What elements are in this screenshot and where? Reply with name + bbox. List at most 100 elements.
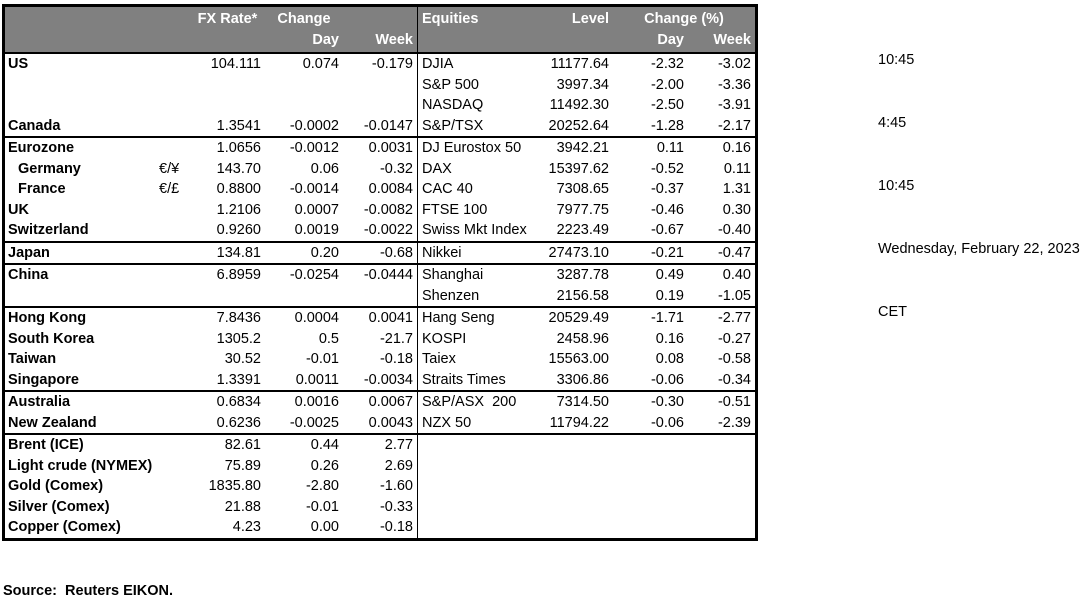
fx-row-blank — [5, 75, 417, 96]
fx-week-change-value: -0.179 — [371, 56, 413, 72]
equities-empty-area — [418, 433, 755, 538]
fx-row-label: Gold (Comex) — [8, 478, 104, 494]
fx-currency-pair — [157, 517, 190, 538]
fx-day-change-value — [265, 95, 343, 116]
equity-index-label: NASDAQ — [422, 97, 484, 113]
source-note: Source: Reuters EIKON. — [3, 583, 174, 599]
equity-week-change-value: -3.36 — [717, 76, 751, 93]
fx-currency-pair — [157, 116, 190, 137]
fx-currency-pair — [157, 413, 190, 434]
equity-index-label: NZX 50 — [422, 414, 472, 431]
date-line: Wednesday, February 22, 2023 — [878, 241, 1080, 257]
fx-currency-pair — [157, 75, 190, 96]
fx-week-change-value: -0.0034 — [363, 371, 413, 388]
fx-day-change-value: 0.074 — [302, 56, 339, 72]
fx-rate-value: 4.23 — [232, 519, 261, 535]
fx-week-change-value: -0.0444 — [363, 267, 413, 283]
equity-week-change-value: -3.91 — [717, 97, 751, 113]
fx-row-brent-ice: Brent (ICE) 82.61 0.44 2.77 — [5, 435, 417, 456]
equity-week-change-value: 0.16 — [722, 140, 751, 156]
equities-row-hang-seng: Hang Seng 20529.49 -1.71 -2.77 — [418, 308, 755, 329]
fx-rate-value: 104.111 — [210, 56, 261, 72]
fx-day-change-value: -0.0012 — [289, 140, 339, 156]
equities-row-s-p-500: S&P 500 3997.34 -2.00 -3.36 — [418, 75, 755, 96]
fx-week-change-value: -0.32 — [379, 160, 413, 177]
fx-rate-value: 0.6236 — [216, 414, 261, 431]
fx-row-label: Canada — [8, 117, 61, 134]
equity-level-value: 20252.64 — [548, 117, 609, 134]
equity-index-label: S&P/TSX — [422, 117, 484, 134]
fx-row-copper-comex: Copper (Comex) 4.23 0.00 -0.18 — [5, 517, 417, 538]
fx-row-light-crude-nymex: Light crude (NYMEX) 75.89 0.26 2.69 — [5, 456, 417, 477]
fx-section-4: Hong Kong 7.8436 0.0004 0.0041 South Korea 13… — [5, 306, 417, 390]
fx-header-blank — [343, 7, 417, 30]
equity-day-change-value: -2.32 — [650, 56, 684, 72]
equities-header-row-2: Day Week — [418, 30, 755, 52]
fx-week-change-value — [343, 95, 417, 116]
equities-row-cac-40: CAC 40 7308.65 -0.37 1.31 — [418, 179, 755, 200]
fx-day-change-value: 0.5 — [318, 330, 339, 347]
fx-day-change-value: -0.01 — [305, 498, 339, 515]
fx-row-uk: UK 1.2106 0.0007 -0.0082 — [5, 200, 417, 221]
equity-day-change-value: -0.37 — [650, 181, 684, 197]
fx-day-column-header: Day — [312, 32, 339, 48]
footnotes: Source: Reuters EIKON. * FX Rate for USD… — [3, 544, 744, 601]
timestamp-block: 10:45 4:45 10:45 Wednesday, February 22,… — [878, 8, 1080, 365]
fx-row-france: France €/£ 0.8800 -0.0014 0.0084 — [5, 179, 417, 200]
fx-rate-value: 0.9260 — [216, 222, 261, 238]
equities-row-taiex: Taiex 15563.00 0.08 -0.58 — [418, 349, 755, 370]
timestamp-line-1: 10:45 — [878, 52, 915, 68]
fx-row-label: UK — [8, 201, 29, 218]
equity-day-change-value: -0.46 — [650, 201, 684, 218]
fx-row-switzerland: Switzerland 0.9260 0.0019 -0.0022 — [5, 220, 417, 241]
equity-week-change-value: -0.40 — [717, 222, 751, 238]
equity-level-value: 11177.64 — [550, 56, 609, 72]
equity-level-value: 27473.10 — [548, 244, 609, 261]
fx-rate-value — [190, 286, 265, 307]
equity-level-value: 11794.22 — [549, 414, 609, 431]
equity-day-change-value: 0.08 — [655, 351, 684, 367]
fx-currency-pair — [157, 138, 190, 159]
equity-level-value: 15563.00 — [548, 351, 609, 367]
fx-currency-pair — [157, 370, 190, 391]
level-column-header: Level — [571, 11, 609, 27]
fx-rate-value: 0.8800 — [216, 181, 261, 197]
fx-row-label: Taiwan — [8, 351, 57, 367]
equity-index-label: S&P/ASX 200 — [422, 394, 517, 410]
fx-row-canada: Canada 1.3541 -0.0002 -0.0147 — [5, 116, 417, 137]
equity-level-value: 3306.86 — [556, 371, 609, 388]
fx-week-change-value — [343, 75, 417, 96]
equities-section-2: Nikkei 27473.10 -0.21 -0.47 — [418, 240, 755, 264]
fx-day-change-value: -0.0025 — [289, 414, 339, 431]
fx-row-label: Australia — [8, 394, 71, 410]
equity-day-change-value: -1.28 — [650, 117, 684, 134]
equity-day-change-value: 0.16 — [655, 330, 684, 347]
equity-day-change-value: -1.71 — [650, 310, 684, 326]
equities-section-0: DJIA 11177.64 -2.32 -3.02 S&P 500 3997.34 -2.0… — [418, 54, 755, 136]
equity-week-change-value: -1.05 — [717, 287, 751, 304]
fx-row-gold-comex: Gold (Comex) 1835.80 -2.80 -1.60 — [5, 476, 417, 497]
fx-day-change-value: 0.26 — [310, 457, 339, 474]
fx-row-label: South Korea — [8, 330, 95, 347]
fx-day-change-value: 0.20 — [310, 244, 339, 261]
fx-row-blank — [5, 95, 417, 116]
equity-index-label: Swiss Mkt Index — [422, 222, 527, 238]
equities-row-nikkei: Nikkei 27473.10 -0.21 -0.47 — [418, 243, 755, 264]
fx-day-change-value — [265, 75, 343, 96]
equities-row-s-p-tsx: S&P/TSX 20252.64 -1.28 -2.17 — [418, 116, 755, 137]
equity-level-value: 15397.62 — [548, 160, 609, 177]
fx-week-change-value: 0.0031 — [368, 140, 413, 156]
fx-section-2: Japan 134.81 0.20 -0.68 — [5, 240, 417, 264]
fx-rate-column-header: FX Rate* — [197, 11, 258, 27]
equity-week-change-value: -0.58 — [717, 351, 751, 367]
fx-rate-value: 1.0656 — [216, 140, 261, 156]
fx-week-change-value: -0.18 — [379, 351, 413, 367]
fx-day-change-value — [265, 286, 343, 307]
fx-currency-pair — [157, 265, 190, 286]
fx-rate-value — [190, 95, 265, 116]
equities-row-straits-times: Straits Times 3306.86 -0.06 -0.34 — [418, 370, 755, 391]
fx-row-new-zealand: New Zealand 0.6236 -0.0025 0.0043 — [5, 413, 417, 434]
equity-day-change-value: -0.52 — [650, 160, 684, 177]
fx-row-label: Switzerland — [8, 222, 89, 238]
equity-level-value: 2223.49 — [556, 222, 609, 238]
